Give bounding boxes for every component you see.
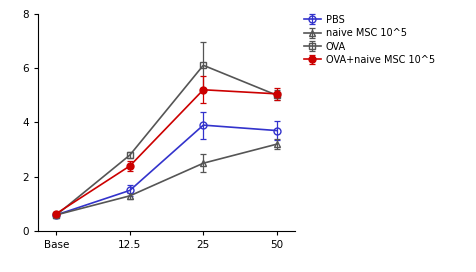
Legend: PBS, naive MSC 10^5, OVA, OVA+naive MSC 10^5: PBS, naive MSC 10^5, OVA, OVA+naive MSC … [303,14,436,66]
